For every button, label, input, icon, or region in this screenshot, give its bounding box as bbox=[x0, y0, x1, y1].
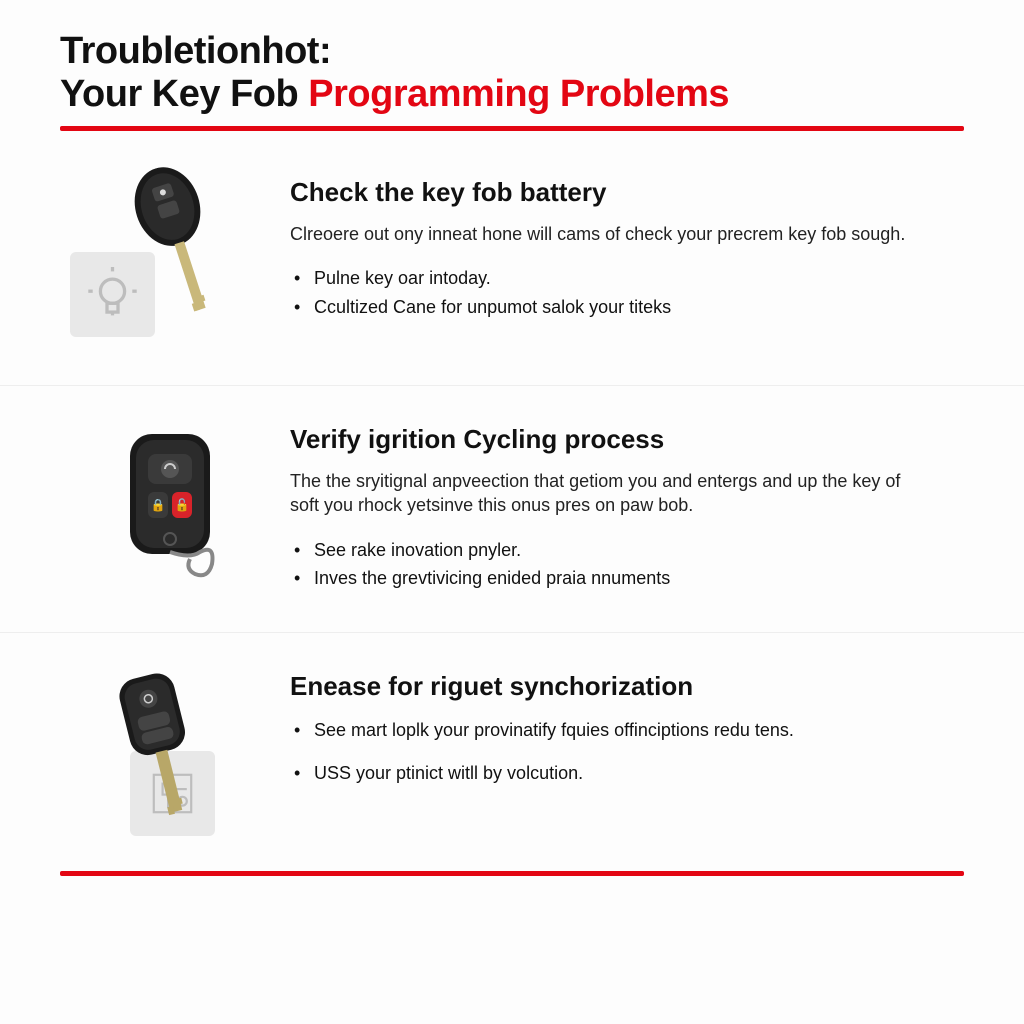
title-line2-black: Your Key Fob bbox=[60, 73, 308, 115]
svg-text:🔓: 🔓 bbox=[175, 498, 190, 512]
title-underline bbox=[60, 126, 964, 131]
bullet: USS your ptinict witll by volcution. bbox=[294, 759, 934, 788]
body-battery: Clreoere out ony inneat hone will cams o… bbox=[290, 222, 934, 246]
title-line2-red: Programming Problems bbox=[308, 73, 729, 115]
bullet: Ccultized Cane for unpumot salok your ti… bbox=[294, 293, 934, 322]
fob-remote-icon: 🔒 🔓 bbox=[100, 424, 250, 594]
text-col-battery: Check the key fob battery Clreoere out o… bbox=[290, 177, 954, 322]
title-line1: Troubletionhot: bbox=[60, 30, 964, 73]
svg-text:🔒: 🔒 bbox=[151, 498, 166, 512]
bullets-battery: Pulne key oar intoday. Ccultized Cane fo… bbox=[290, 264, 934, 322]
bullet: See mart loplk your provinatify fquies o… bbox=[294, 716, 934, 745]
section-battery: Check the key fob battery Clreoere out o… bbox=[60, 139, 964, 385]
bullets-ignition: See rake inovation pnyler. Inves the gre… bbox=[290, 536, 934, 594]
bullets-sync: See mart loplk your provinatify fquies o… bbox=[290, 716, 934, 788]
heading-sync: Enease for riguet synchorization bbox=[290, 671, 934, 702]
icon-col-sync bbox=[60, 671, 290, 841]
text-col-sync: Enease for riguet synchorization See mar… bbox=[290, 671, 954, 788]
bullet: Inves the grevtivicing enided praia nnum… bbox=[294, 564, 934, 593]
bullet: See rake inovation pnyler. bbox=[294, 536, 934, 565]
section-ignition: 🔒 🔓 Verify igrition Cycling process The … bbox=[60, 386, 964, 632]
icon-col-ignition: 🔒 🔓 bbox=[60, 424, 290, 594]
icon-col-battery bbox=[60, 177, 290, 347]
body-ignition: The the sryitignal anpveection that geti… bbox=[290, 469, 934, 518]
title-line2: Your Key Fob Programming Problems bbox=[60, 73, 964, 116]
page: Troubletionhot: Your Key Fob Programming… bbox=[0, 0, 1024, 896]
bullet: Pulne key oar intoday. bbox=[294, 264, 934, 293]
heading-ignition: Verify igrition Cycling process bbox=[290, 424, 934, 455]
title-block: Troubletionhot: Your Key Fob Programming… bbox=[60, 30, 964, 131]
footer-underline bbox=[60, 871, 964, 876]
key-fob-alt-icon bbox=[85, 657, 243, 851]
section-sync: Enease for riguet synchorization See mar… bbox=[60, 633, 964, 861]
heading-battery: Check the key fob battery bbox=[290, 177, 934, 208]
text-col-ignition: Verify igrition Cycling process The the … bbox=[290, 424, 954, 593]
